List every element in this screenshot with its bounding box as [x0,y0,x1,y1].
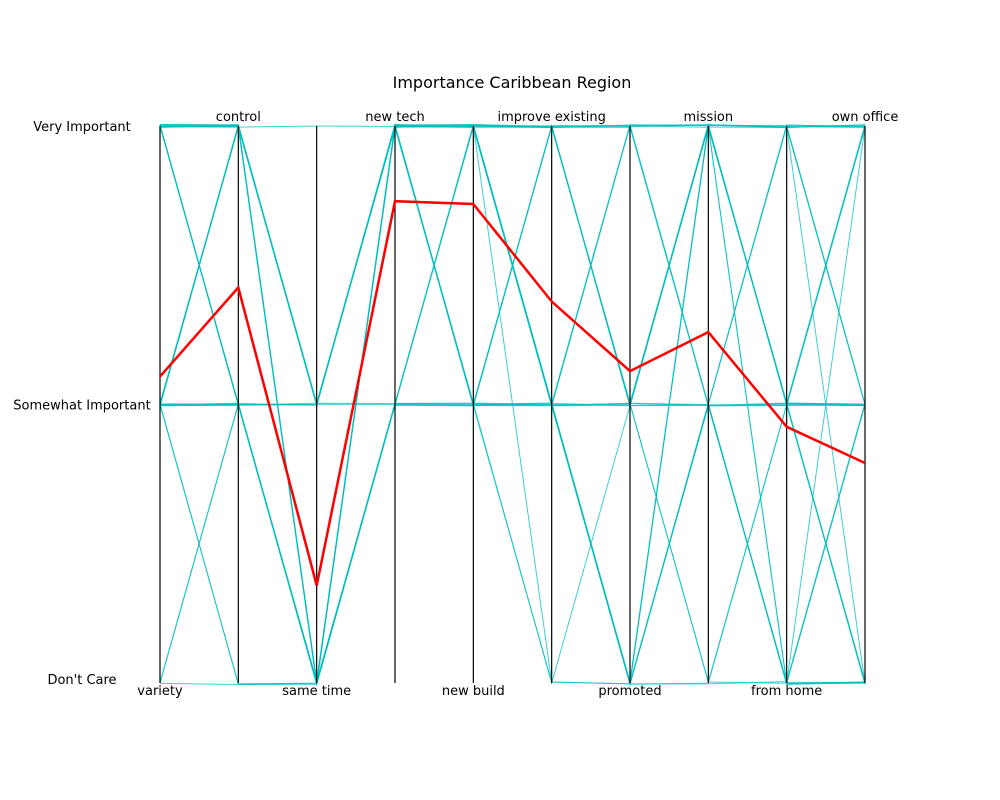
chart-title: Importance Caribbean Region [393,73,632,92]
level-label: Somewhat Important [13,399,150,414]
axis-label: improve existing [497,110,605,125]
axis-label: same time [282,684,351,699]
axis-label: new tech [365,110,424,125]
level-labels-group: Don't Care Somewhat Important Very Importa… [13,120,150,688]
axis-labels-group: variety control same time new tech new build… [137,110,898,699]
axis-label: variety [137,684,183,699]
level-label: Don't Care [47,673,116,688]
axis-label: own office [832,110,899,125]
highlight-series-group [159,199,866,586]
axes-group [159,126,866,683]
axis-label: promoted [598,684,661,699]
axis-label: mission [684,110,734,125]
highlight-series-line [159,199,866,586]
axis-label: from home [751,684,822,699]
level-label: Very Important [33,120,131,135]
background-series-line [159,124,866,683]
axis-label: control [216,110,261,125]
axis-label: new build [442,684,505,699]
background-series-group [159,122,866,687]
